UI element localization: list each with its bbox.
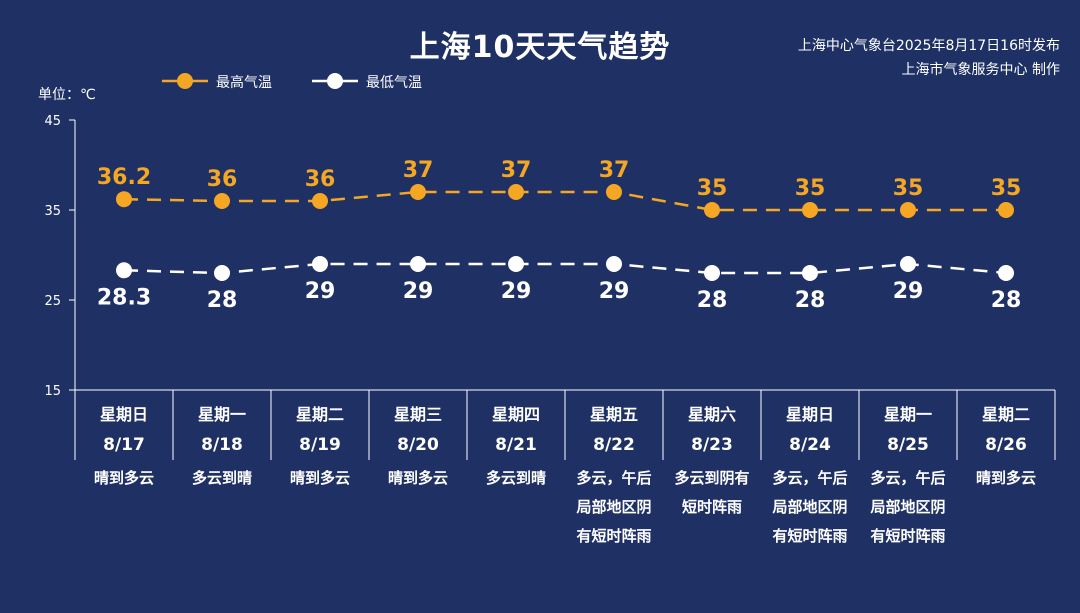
date-label-9: 8/26 <box>985 435 1027 455</box>
series-line-0 <box>123 190 1006 212</box>
data-label-0-8: 35 <box>893 176 924 201</box>
y-tick-label-1: 25 <box>44 294 61 309</box>
date-label-3: 8/20 <box>397 435 439 455</box>
data-label-1-0: 28.3 <box>97 285 151 310</box>
weekday-label-2: 星期二 <box>296 405 344 424</box>
point-1-7 <box>802 265 818 281</box>
weekday-label-1: 星期一 <box>198 405 246 424</box>
point-1-9 <box>998 265 1014 281</box>
point-0-1 <box>214 193 230 209</box>
point-1-6 <box>704 265 720 281</box>
legend-max-marker-icon <box>162 73 208 89</box>
credits: 上海中心气象台2025年8月17日16时发布 上海市气象服务中心 制作 <box>798 34 1060 82</box>
weekday-label-6: 星期六 <box>688 405 736 424</box>
weather-label-7-2: 有短时阵雨 <box>772 527 847 545</box>
producer-line: 上海市气象服务中心 制作 <box>901 62 1060 78</box>
data-label-1-6: 28 <box>697 288 728 313</box>
weather-label-3-0: 晴到多云 <box>388 469 448 487</box>
date-label-2: 8/19 <box>299 435 341 455</box>
data-label-0-7: 35 <box>795 176 826 201</box>
data-label-0-5: 37 <box>599 158 630 183</box>
weather-label-2-0: 晴到多云 <box>290 469 350 487</box>
weather-label-7-1: 局部地区阴 <box>771 498 847 516</box>
y-tick-label-0: 15 <box>44 384 61 399</box>
point-1-0 <box>116 262 132 279</box>
legend-min-label: 最低气温 <box>366 75 422 91</box>
weather-label-6-0: 多云到阴有 <box>674 469 749 487</box>
weather-label-5-1: 局部地区阴 <box>575 498 651 516</box>
publisher-line: 上海中心气象台2025年8月17日16时发布 <box>797 38 1060 54</box>
weather-label-4-0: 多云到晴 <box>486 469 546 487</box>
date-label-1: 8/18 <box>201 435 243 455</box>
weekday-label-8: 星期一 <box>884 405 932 424</box>
point-0-9 <box>998 202 1014 218</box>
point-1-3 <box>410 256 426 272</box>
point-0-3 <box>410 184 426 200</box>
point-1-2 <box>312 256 328 272</box>
point-1-4 <box>508 256 524 272</box>
data-label-1-4: 29 <box>501 279 532 304</box>
series-max: 36.2 36 36 37 37 37 35 35 35 35 <box>97 158 1021 218</box>
data-label-1-3: 29 <box>403 279 434 304</box>
point-0-0 <box>116 191 132 208</box>
point-1-1 <box>214 265 230 281</box>
point-0-8 <box>900 202 916 218</box>
point-0-6 <box>704 202 720 218</box>
series-min: 28.3 28 29 29 29 29 28 28 29 28 <box>97 256 1021 313</box>
legend-item-min[interactable]: 最低气温 <box>310 70 440 92</box>
chart-title: 上海10天天气趋势 <box>409 30 671 65</box>
weather-label-8-2: 有短时阵雨 <box>870 527 945 545</box>
y-tick-label-3: 45 <box>44 114 61 129</box>
weather-label-5-0: 多云，午后 <box>576 469 651 487</box>
point-0-2 <box>312 193 328 209</box>
weekday-label-0: 星期日 <box>100 405 148 424</box>
data-label-1-5: 29 <box>599 279 630 304</box>
weather-label-1-0: 多云到晴 <box>192 469 252 487</box>
date-label-6: 8/23 <box>691 435 733 455</box>
legend-min-marker-icon <box>312 73 358 89</box>
legend-item-max[interactable]: 最高气温 <box>160 70 290 92</box>
data-label-0-3: 37 <box>403 158 434 183</box>
data-label-1-7: 28 <box>795 288 826 313</box>
weekday-label-5: 星期五 <box>590 405 638 424</box>
data-label-1-8: 29 <box>893 279 924 304</box>
weekday-label-3: 星期三 <box>394 405 442 424</box>
weather-label-9-0: 晴到多云 <box>976 469 1036 487</box>
weekday-label-4: 星期四 <box>492 405 540 424</box>
point-0-5 <box>606 184 622 200</box>
data-label-1-1: 28 <box>207 288 238 313</box>
point-1-8 <box>900 256 916 272</box>
data-label-1-9: 28 <box>991 288 1022 313</box>
y-tick-label-2: 35 <box>44 204 61 219</box>
weather-label-7-0: 多云，午后 <box>772 469 847 487</box>
date-label-0: 8/17 <box>103 435 145 455</box>
weather-label-8-0: 多云，午后 <box>870 469 945 487</box>
weather-label-0-0: 晴到多云 <box>94 469 154 487</box>
weather-label-5-2: 有短时阵雨 <box>576 527 651 545</box>
point-0-4 <box>508 184 524 200</box>
point-1-5 <box>606 256 622 272</box>
data-label-0-6: 35 <box>697 176 728 201</box>
date-label-7: 8/24 <box>789 435 831 455</box>
series-line-1 <box>123 262 1007 275</box>
weekday-label-7: 星期日 <box>786 405 834 424</box>
legend-max-label: 最高气温 <box>216 75 272 91</box>
unit-label: 单位：℃ <box>38 87 96 103</box>
date-label-4: 8/21 <box>495 435 537 455</box>
data-label-0-4: 37 <box>501 158 532 183</box>
weather-label-8-1: 局部地区阴 <box>869 498 945 516</box>
data-label-0-1: 36 <box>207 167 238 192</box>
weekday-label-9: 星期二 <box>982 405 1030 424</box>
data-label-0-9: 35 <box>991 176 1022 201</box>
data-label-0-0: 36.2 <box>97 165 151 190</box>
weather-label-6-1: 短时阵雨 <box>682 498 742 516</box>
x-categories: 星期日 8/17 晴到多云 星期一 8/18 多云到晴 星期二 8/19 晴到多云 星期三 8/20… <box>74 390 1056 545</box>
date-label-8: 8/25 <box>887 435 929 455</box>
data-label-0-2: 36 <box>305 167 336 192</box>
point-0-7 <box>802 202 818 218</box>
data-label-1-2: 29 <box>305 279 336 304</box>
date-label-5: 8/22 <box>593 435 635 455</box>
